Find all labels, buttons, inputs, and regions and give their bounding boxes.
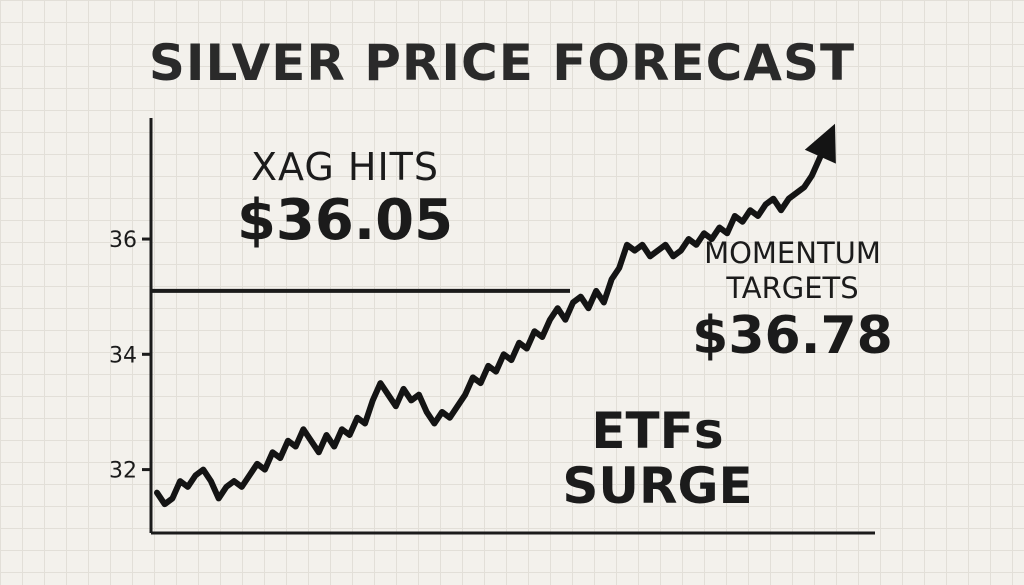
annotation-momentum-line2: TARGETS [726,271,859,306]
annotation-etfs-surge: ETFs SURGE [545,404,770,514]
annotation-xag-hits: XAG HITS $36.05 [210,145,480,253]
annotation-etfs-line2: SURGE [562,457,753,515]
annotation-xag-price: $36.05 [236,187,454,253]
chart-title: SILVER PRICE FORECAST [148,34,856,92]
annotation-momentum-price: $36.78 [692,305,893,366]
annotation-etfs-line1: ETFs [591,402,724,460]
arrow-head [804,123,836,164]
y-tick-label-1: 34 [109,343,137,368]
annotation-momentum-targets: MOMENTUM TARGETS $36.78 [680,236,905,363]
y-tick-label-0: 32 [109,459,137,484]
series-line [154,132,833,508]
annotation-momentum-line1: MOMENTUM [704,236,881,270]
y-tick-label-2: 36 [109,228,137,253]
annotation-xag-line1: XAG HITS [251,145,439,189]
